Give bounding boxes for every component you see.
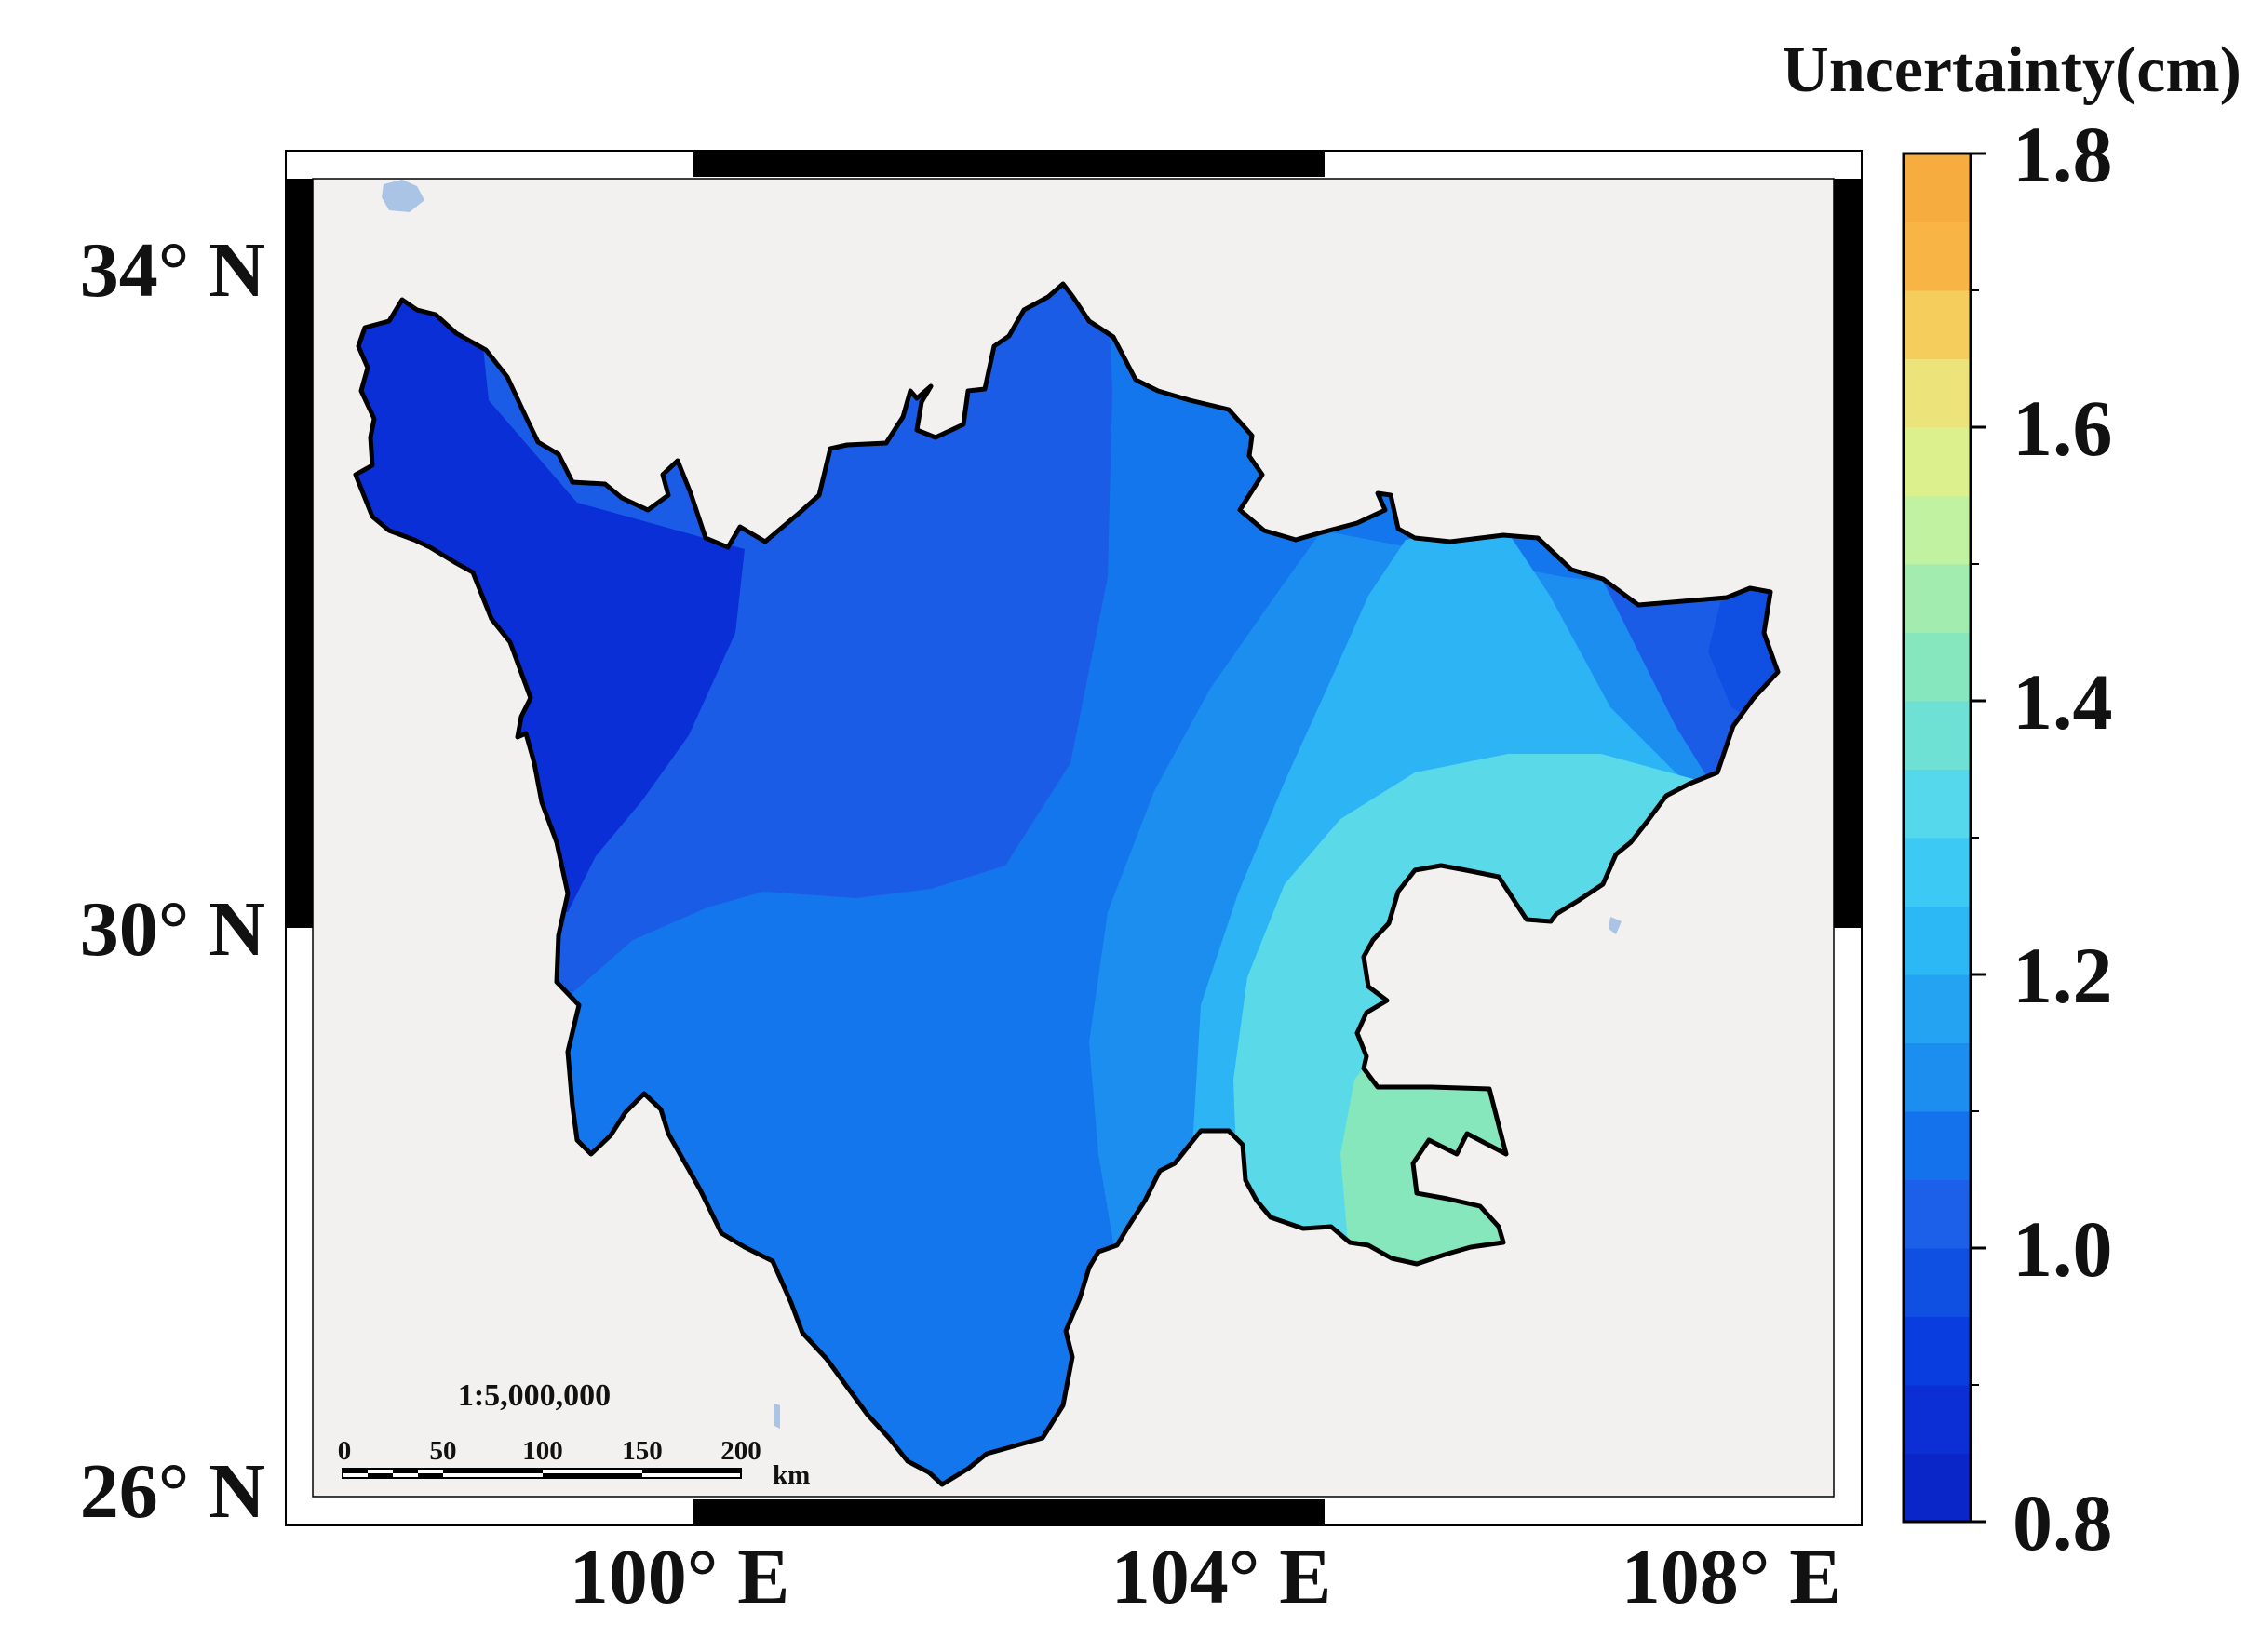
legend-color-step bbox=[1904, 632, 1971, 702]
lon-label-100: 100° E bbox=[570, 1534, 790, 1620]
lat-label-26: 26° N bbox=[80, 1448, 265, 1535]
legend-color-step bbox=[1904, 222, 1971, 291]
legend-color-step bbox=[1904, 906, 1971, 975]
legend-color-step bbox=[1904, 1111, 1971, 1180]
legend-color-step bbox=[1904, 290, 1971, 359]
legend-color-step bbox=[1904, 838, 1971, 907]
scale-segment bbox=[642, 1469, 741, 1473]
scale-segment bbox=[393, 1469, 418, 1473]
legend-color-ramp bbox=[1904, 154, 1971, 1523]
legend-color-step bbox=[1904, 701, 1971, 770]
scale-tick-200: 200 bbox=[720, 1436, 761, 1466]
legend-color-step bbox=[1904, 1179, 1971, 1249]
legend-tick-label: 1.2 bbox=[2012, 931, 2113, 1020]
legend-tick-label: 1.8 bbox=[2012, 110, 2113, 199]
scale-ratio: 1:5,000,000 bbox=[458, 1378, 611, 1413]
legend-color-step bbox=[1904, 427, 1971, 496]
legend-color-step bbox=[1904, 1042, 1971, 1112]
lon-label-104: 104° E bbox=[1111, 1534, 1332, 1620]
legend-tick-label: 1.6 bbox=[2012, 383, 2113, 473]
water-body bbox=[774, 1404, 780, 1429]
legend-color-step bbox=[1904, 564, 1971, 633]
legend-color-step bbox=[1904, 1385, 1971, 1454]
frame-bar-bottom bbox=[693, 1499, 1325, 1525]
water-body bbox=[1609, 917, 1622, 934]
scale-segment bbox=[368, 1473, 393, 1478]
lon-label-108: 108° E bbox=[1622, 1534, 1842, 1620]
frame-bar-left bbox=[286, 179, 313, 928]
scale-bar: 1:5,000,000 0 50 100 150 200 km bbox=[338, 1378, 811, 1490]
lat-label-34: 34° N bbox=[80, 227, 265, 314]
legend-color-step bbox=[1904, 1248, 1971, 1317]
legend-ticks: 1.8 1.6 1.4 1.2 1.0 0.8 bbox=[1971, 110, 2113, 1567]
legend-color-step bbox=[1904, 154, 1971, 222]
legend-color-step bbox=[1904, 1453, 1971, 1523]
scale-segment bbox=[543, 1473, 642, 1478]
scale-tick-0: 0 bbox=[338, 1436, 352, 1466]
legend-tick-label: 0.8 bbox=[2012, 1478, 2113, 1567]
scale-segment bbox=[443, 1469, 543, 1473]
legend-color-step bbox=[1904, 495, 1971, 565]
legend-color-step bbox=[1904, 358, 1971, 428]
lat-label-30: 30° N bbox=[80, 886, 265, 973]
scale-tick-50: 50 bbox=[430, 1436, 457, 1466]
water-body bbox=[382, 180, 424, 212]
uncertainty-legend: Uncertainty(cm) 1.8 1.6 1.4 1.2 1.0 0.8 bbox=[1782, 34, 2241, 1567]
legend-color-step bbox=[1904, 769, 1971, 839]
scale-segment bbox=[418, 1473, 443, 1478]
frame-bar-top bbox=[693, 151, 1325, 177]
legend-color-step bbox=[1904, 1316, 1971, 1386]
legend-color-step bbox=[1904, 974, 1971, 1043]
legend-title: Uncertainty(cm) bbox=[1782, 34, 2241, 106]
legend-tick-label: 1.4 bbox=[2012, 657, 2113, 746]
scale-tick-100: 100 bbox=[522, 1436, 563, 1466]
legend-tick-label: 1.0 bbox=[2012, 1204, 2113, 1294]
scale-segment bbox=[343, 1469, 368, 1473]
scale-tick-150: 150 bbox=[622, 1436, 663, 1466]
frame-bar-right bbox=[1834, 179, 1862, 928]
scale-unit: km bbox=[773, 1460, 810, 1490]
